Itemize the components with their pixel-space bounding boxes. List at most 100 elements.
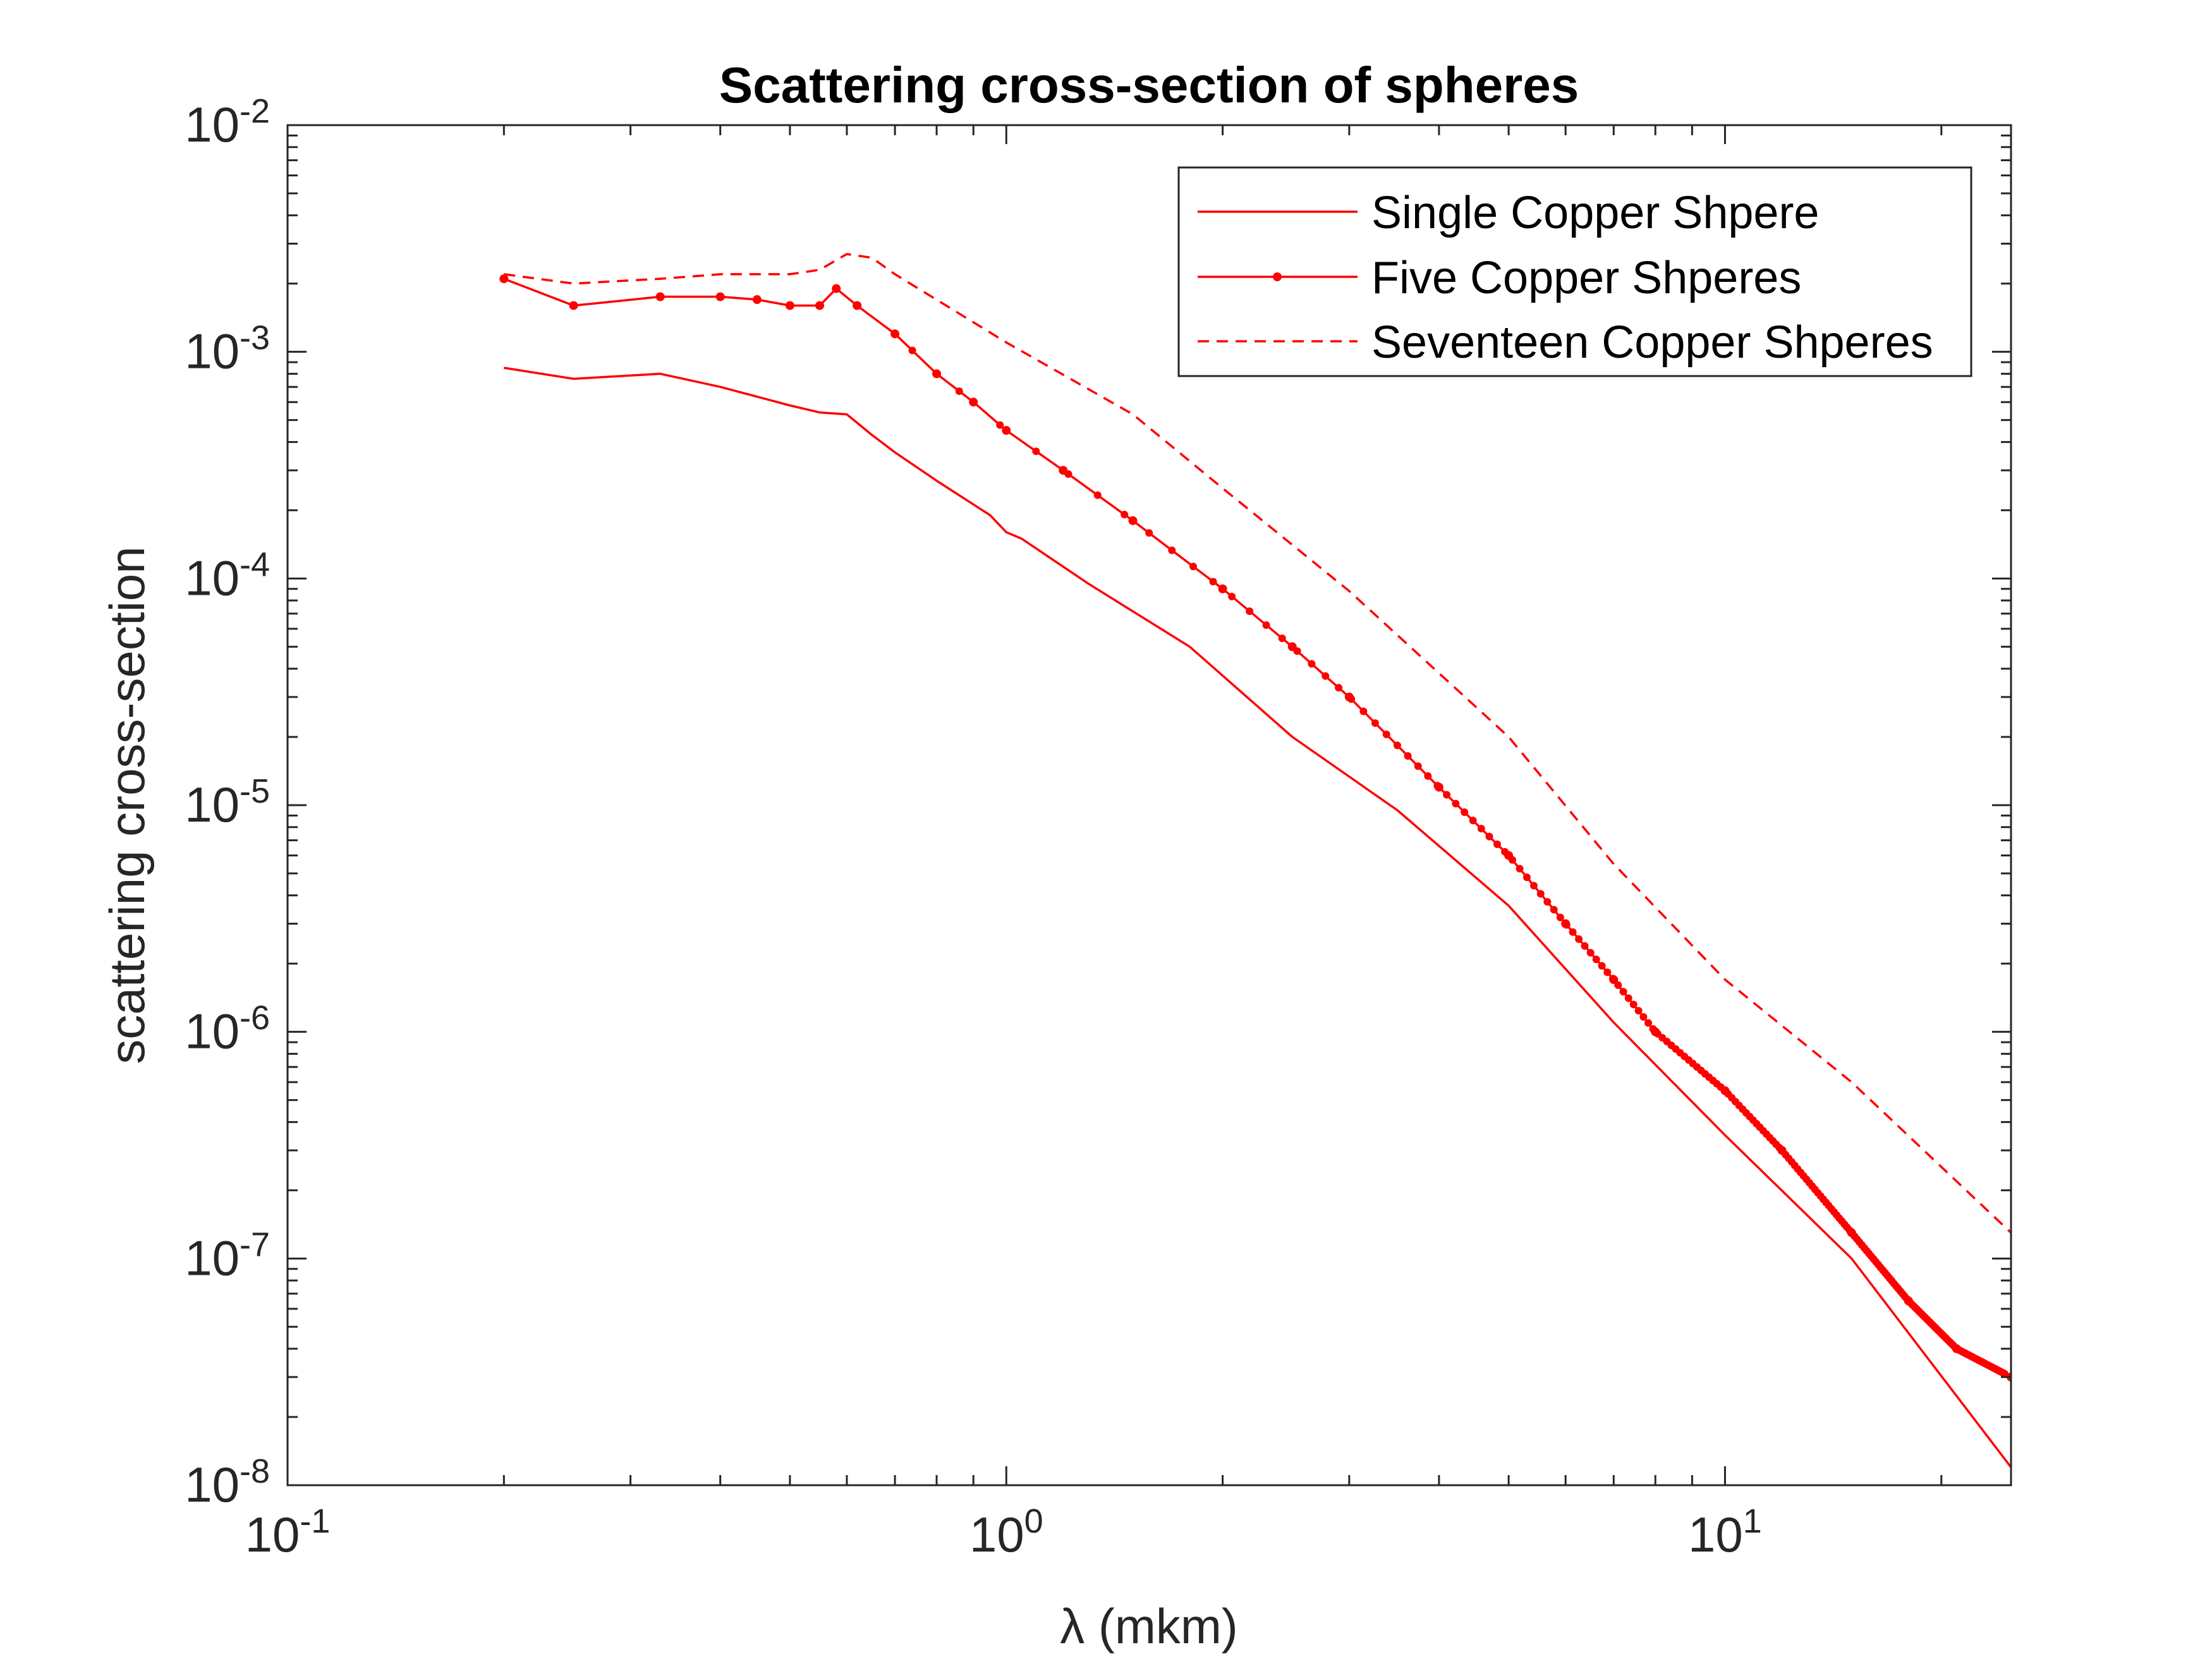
legend: Single Copper Shpere Five Copper Shperes S… (1177, 166, 1972, 377)
series-point (1209, 578, 1217, 586)
series-2 (499, 274, 2011, 1382)
legend-label-3: Seventeen Copper Shperes (1371, 317, 1933, 368)
y-tick-label: 10-3 (185, 319, 270, 379)
series-point (1586, 949, 1595, 957)
series-point (499, 274, 509, 284)
series-point (1469, 817, 1477, 825)
series-point (955, 387, 963, 395)
series-point (1189, 562, 1197, 571)
series-point (1614, 981, 1622, 989)
series-point (1550, 906, 1558, 914)
y-axis-label: scattering cross-section (99, 546, 155, 1064)
series-point (1414, 762, 1422, 770)
x-tick-label: 101 (1688, 1502, 1762, 1562)
series-point (1308, 660, 1316, 668)
series-point (1562, 921, 1571, 929)
legend-label-2: Five Copper Shperes (1371, 253, 1801, 303)
y-tick-label: 10-2 (185, 92, 270, 152)
series-point (1598, 962, 1606, 970)
series-point (1293, 647, 1301, 655)
series-point (1516, 865, 1524, 873)
series-point (1493, 840, 1502, 848)
series-point (908, 346, 916, 355)
series-point (1529, 882, 1538, 890)
series-point (1371, 719, 1379, 727)
series-point (1639, 1013, 1648, 1021)
series-point (1168, 546, 1176, 554)
series-point (996, 421, 1004, 429)
x-tick-label: 10-1 (245, 1502, 331, 1562)
series-point (1424, 772, 1432, 780)
series-point (1246, 607, 1254, 616)
y-tick-label: 10-8 (185, 1452, 270, 1512)
series-point (569, 301, 578, 310)
series-point (1228, 592, 1236, 600)
series-point (969, 398, 978, 407)
series-point (785, 301, 794, 310)
series-point (890, 329, 900, 339)
series-point (1433, 782, 1442, 790)
series-point (715, 292, 725, 301)
y-tick-label: 10-7 (185, 1225, 270, 1285)
x-tick-label: 100 (969, 1502, 1043, 1562)
series-point (1359, 707, 1368, 715)
series-point (1404, 752, 1412, 760)
series-point (1335, 684, 1343, 692)
series-point (1644, 1019, 1653, 1027)
series-point (1556, 913, 1564, 921)
series-point (1543, 897, 1552, 906)
series-point (1624, 994, 1632, 1002)
series-point (1121, 511, 1129, 519)
series-point (752, 295, 762, 305)
series-point (1093, 491, 1102, 499)
series-point (1477, 825, 1485, 833)
series-3 (504, 253, 2011, 1234)
series-point (853, 301, 861, 310)
series-point (932, 369, 942, 379)
series-1 (504, 367, 2011, 1468)
series-point (1569, 928, 1577, 936)
series-line (504, 367, 2011, 1468)
series-point (1536, 890, 1545, 898)
series-point (815, 301, 824, 310)
tick-label-layer: 10-1 100 101 10-8 10-7 10-6 10-5 10-4 10-3 10-2 (185, 92, 1762, 1562)
series-point (1347, 695, 1356, 703)
legend-box (1177, 166, 1972, 377)
series-point (1522, 873, 1531, 882)
chart-title: Scattering cross-section of spheres (719, 57, 1579, 113)
x-axis-label: λ (mkm) (1060, 1598, 1238, 1654)
series-point (1581, 942, 1589, 950)
series-point (1002, 426, 1011, 435)
series-line (504, 253, 2011, 1234)
legend-marker-2 (1273, 272, 1282, 281)
series-point (1461, 808, 1469, 817)
series-point (1064, 470, 1073, 478)
series-layer (499, 253, 2011, 1468)
series-point (1443, 791, 1451, 799)
series-point (1509, 856, 1517, 864)
series-point (1575, 935, 1583, 943)
series-point (1262, 621, 1270, 629)
series-point (1619, 988, 1627, 996)
series-point (1278, 634, 1286, 642)
tick-layer (286, 124, 2011, 1486)
y-tick-label: 10-6 (185, 999, 270, 1059)
series-point (1608, 975, 1617, 983)
series-point (1145, 529, 1153, 537)
series-point (1322, 672, 1330, 680)
series-point (1501, 848, 1509, 856)
series-point (1393, 741, 1401, 750)
y-tick-label: 10-5 (185, 772, 270, 832)
series-point (1382, 731, 1390, 739)
series-point (1485, 832, 1493, 841)
series-point (1629, 1000, 1638, 1009)
series-point (1603, 968, 1612, 976)
series-point (1452, 799, 1460, 808)
series-point (1218, 584, 1227, 593)
series-point (655, 292, 665, 301)
series-point (1592, 955, 1600, 963)
series-point (2001, 1370, 2009, 1378)
legend-label-1: Single Copper Shpere (1371, 188, 1819, 238)
series-point (1649, 1025, 1657, 1033)
